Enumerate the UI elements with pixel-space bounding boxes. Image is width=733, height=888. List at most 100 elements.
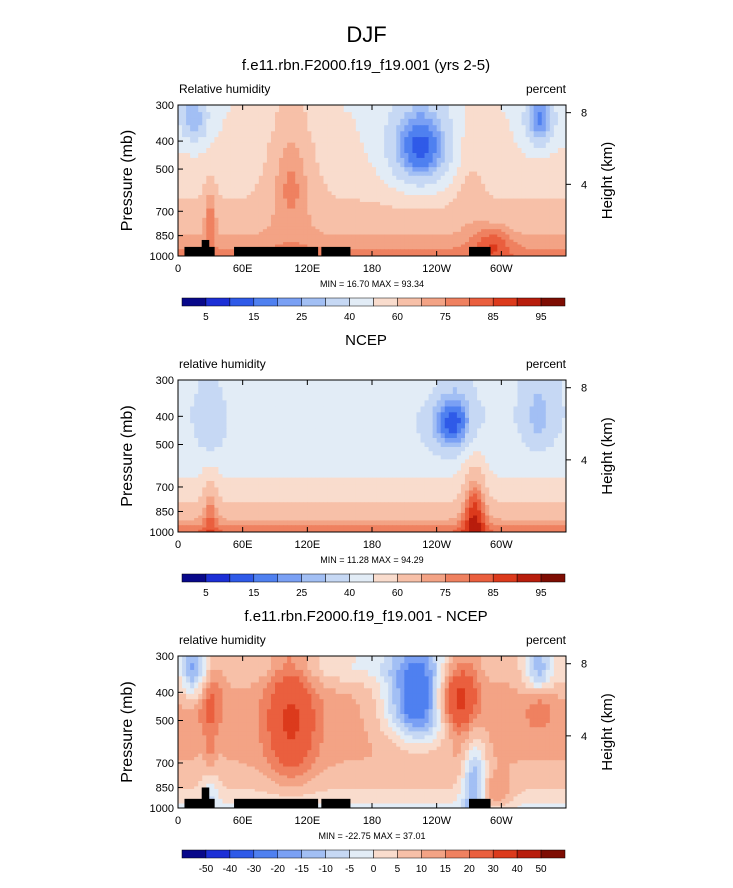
heatmap-cell — [477, 167, 482, 173]
heatmap-cell — [469, 423, 474, 429]
heatmap-cell — [351, 242, 357, 246]
heatmap-cell — [234, 179, 240, 185]
heatmap-cell — [529, 187, 535, 192]
heatmap-cell — [335, 242, 341, 246]
heatmap-cell — [258, 208, 264, 213]
heatmap-cell — [529, 234, 535, 238]
heatmap-cell — [307, 217, 312, 222]
heatmap-cell — [258, 105, 264, 113]
heatmap-cell — [497, 142, 502, 149]
heatmap-cell — [400, 157, 405, 164]
heatmap-cell — [202, 423, 207, 429]
heatmap-cell — [452, 249, 458, 253]
heatmap-cell — [287, 423, 292, 429]
heatmap-cell — [412, 406, 417, 413]
heatmap-cell — [412, 423, 417, 429]
heatmap-cell — [367, 234, 373, 238]
heatmap-cell — [412, 417, 417, 424]
heatmap-cell — [230, 400, 236, 407]
heatmap-cell — [392, 400, 397, 407]
heatmap-cell — [315, 244, 320, 248]
heatmap-cell — [315, 220, 320, 225]
heatmap-cell — [246, 191, 252, 196]
heatmap-cell — [182, 147, 187, 154]
heatmap-cell — [315, 105, 320, 113]
heatmap-cell — [275, 406, 280, 413]
heatmap-cell — [319, 137, 324, 144]
heatmap-cell — [303, 211, 308, 216]
heatmap-cell — [537, 239, 543, 243]
heatmap-cell — [497, 162, 502, 168]
heatmap-cell — [424, 217, 430, 222]
heatmap-cell — [311, 187, 316, 192]
heatmap-cell — [549, 162, 555, 168]
heatmap-cell — [359, 208, 365, 213]
heatmap-cell — [351, 412, 357, 419]
heatmap-cell — [178, 400, 183, 407]
heatmap-cell — [291, 244, 296, 248]
heatmap-cell — [182, 438, 187, 444]
heatmap-cell — [307, 226, 312, 230]
heatmap-cell — [376, 191, 381, 196]
heatmap-cell — [275, 175, 280, 181]
heatmap-cell — [262, 183, 268, 189]
heatmap-cell — [202, 118, 207, 126]
heatmap-cell — [327, 211, 333, 216]
heatmap-cell — [202, 162, 207, 168]
heatmap-cell — [214, 244, 219, 248]
heatmap-cell — [258, 244, 264, 248]
heatmap-cell — [517, 201, 523, 206]
heatmap-cell — [392, 198, 397, 203]
heatmap-cell — [347, 438, 353, 444]
heatmap-cell — [258, 187, 264, 192]
heatmap-cell — [473, 234, 478, 238]
heatmap-cell — [198, 142, 203, 149]
heatmap-cell — [485, 195, 490, 200]
heatmap-cell — [372, 175, 377, 181]
heatmap-cell — [355, 393, 361, 401]
heatmap-cell — [295, 229, 300, 233]
heatmap-cell — [400, 153, 405, 159]
heatmap-cell — [186, 417, 191, 424]
heatmap-cell — [303, 217, 308, 222]
heatmap-cell — [513, 380, 518, 388]
heatmap-cell — [266, 167, 272, 173]
heatmap-cell — [485, 167, 490, 173]
heatmap-cell — [388, 400, 393, 407]
heatmap-cell — [376, 244, 381, 248]
heatmap-cell — [303, 171, 308, 177]
heatmap-cell — [351, 433, 357, 439]
heatmap-cell — [230, 242, 236, 246]
heatmap-cell — [412, 438, 417, 444]
heatmap-cell — [323, 191, 329, 196]
heatmap-cell — [242, 217, 248, 222]
heatmap-cell — [283, 175, 288, 181]
heatmap-cell — [331, 187, 337, 192]
heatmap-cell — [363, 167, 369, 173]
heatmap-cell — [335, 112, 341, 120]
heatmap-cell — [384, 412, 389, 419]
heatmap-cell — [553, 198, 559, 203]
heatmap-cell — [210, 142, 215, 149]
heatmap-cell — [400, 125, 405, 132]
heatmap-cell — [525, 171, 531, 177]
heatmap-cell — [254, 226, 260, 230]
heatmap-cell — [477, 393, 482, 401]
heatmap-cell — [202, 201, 207, 206]
heatmap-cell — [299, 201, 304, 206]
heatmap-cell — [404, 153, 409, 159]
heatmap-cell — [561, 183, 567, 189]
heatmap-cell — [561, 223, 567, 227]
heatmap-cell — [501, 244, 506, 248]
heatmap-cell — [210, 220, 215, 225]
heatmap-cell — [553, 183, 559, 189]
heatmap-cell — [295, 406, 300, 413]
heatmap-cell — [477, 223, 482, 227]
heatmap-cell — [509, 153, 514, 159]
heatmap-cell — [521, 147, 527, 154]
heatmap-cell — [561, 220, 567, 225]
heatmap-cell — [190, 442, 195, 448]
heatmap-cell — [355, 214, 361, 219]
heatmap-cell — [400, 167, 405, 173]
heatmap-cell — [424, 249, 430, 253]
